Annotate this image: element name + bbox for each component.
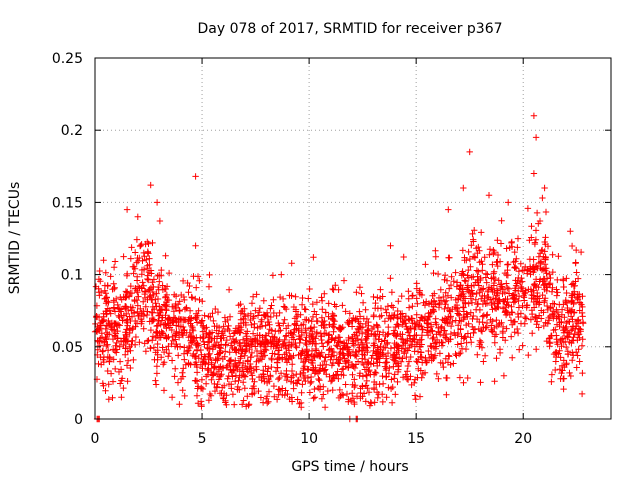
- x-tick-label: 5: [198, 431, 207, 447]
- x-axis-label: GPS time / hours: [291, 459, 408, 475]
- y-axis-label: SRMTID / TECUs: [7, 182, 23, 295]
- data-point-markers: [91, 238, 586, 411]
- x-tick-label: 20: [514, 431, 532, 447]
- y-tick-labels: 0 0.05 0.1 0.15 0.2 0.25: [52, 51, 83, 428]
- x-tick-label: 0: [91, 431, 100, 447]
- x-tick-label: 10: [300, 431, 318, 447]
- y-tick-label: 0.1: [61, 268, 83, 284]
- x-tick-label: 15: [407, 431, 425, 447]
- chart-title: Day 078 of 2017, SRMTID for receiver p36…: [197, 21, 502, 37]
- y-tick-label: 0: [74, 412, 83, 428]
- data-point-markers: [95, 209, 582, 409]
- axis-ticks: [94, 57, 611, 420]
- x-tick-labels: 0 5 10 15 20: [91, 431, 533, 447]
- y-tick-label: 0.2: [61, 123, 83, 139]
- y-tick-label: 0.05: [52, 340, 83, 356]
- y-tick-label: 0.25: [52, 51, 83, 67]
- y-tick-label: 0.15: [52, 195, 83, 211]
- plot-border: [94, 57, 612, 420]
- scatter-points: [91, 112, 587, 423]
